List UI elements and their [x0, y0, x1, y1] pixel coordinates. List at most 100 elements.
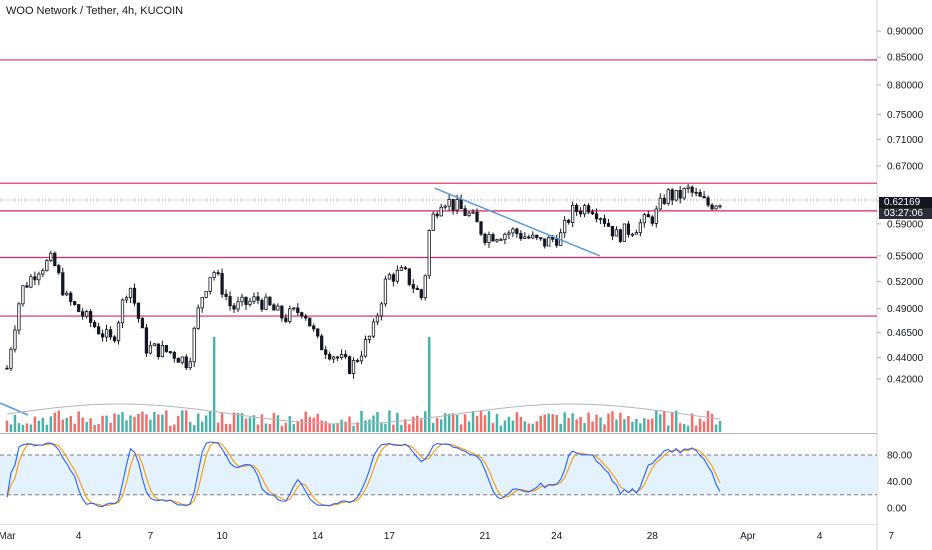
candle-body: [29, 276, 33, 288]
candle-body: [228, 296, 232, 307]
candle-body: [140, 318, 145, 329]
volume-bar: [248, 417, 252, 432]
candle-body: [535, 234, 539, 239]
time-tick-label: Mar: [0, 531, 16, 542]
volume-bar: [567, 417, 570, 432]
volume-bar: [328, 424, 331, 432]
volume-bar: [587, 412, 590, 432]
volume-bar: [384, 423, 387, 432]
volume-bar: [455, 414, 459, 432]
candle-body: [343, 354, 348, 358]
candle-body: [574, 204, 579, 212]
candle-body: [487, 234, 491, 244]
candle-body: [53, 252, 57, 267]
candle-body: [339, 354, 344, 359]
candle-body: [411, 284, 415, 289]
candle-body: [148, 345, 153, 354]
volume-bar: [45, 424, 49, 432]
volume-bar: [663, 411, 666, 432]
candle-body: [407, 268, 411, 285]
volume-bar: [232, 412, 236, 432]
volume-bar: [714, 424, 718, 432]
candle-body: [670, 189, 674, 201]
volume-bar: [639, 423, 642, 432]
volume-bar: [571, 413, 574, 432]
candle-body: [347, 356, 352, 374]
time-tick-label: 14: [312, 531, 324, 542]
candle-body: [232, 305, 236, 310]
candle-body: [172, 351, 176, 359]
candle-body: [61, 272, 65, 296]
stoch-tick-label: 80.00: [887, 451, 912, 462]
candle-body: [196, 307, 200, 329]
time-tick-label: 10: [217, 531, 229, 542]
volume-bar: [551, 414, 554, 432]
volume-bar: [332, 424, 335, 432]
volume-bar: [404, 419, 407, 432]
volume-bar: [37, 420, 41, 432]
volume-bar: [5, 420, 9, 432]
stoch-d-line: [6, 441, 721, 507]
candle-body: [483, 233, 487, 244]
volume-bar: [109, 422, 112, 432]
volume-bar: [17, 423, 21, 432]
candle-body: [706, 197, 710, 206]
price-tick-label: 0.59000: [887, 219, 924, 230]
volume-bar: [292, 424, 296, 432]
price-tick-label: 0.55000: [887, 251, 924, 262]
volume-bar: [559, 423, 562, 432]
volume-bar: [65, 417, 68, 432]
candle-body: [73, 301, 77, 305]
volume-bar: [13, 415, 17, 432]
candle-body: [312, 325, 316, 330]
volume-bar: [599, 417, 602, 432]
candle-body: [674, 190, 678, 201]
price-tick-label: 0.80000: [887, 80, 924, 91]
candle-body: [308, 317, 312, 327]
volume-bar: [563, 412, 566, 432]
price-tick-label: 0.90000: [887, 27, 924, 38]
candle-body: [475, 211, 479, 223]
stoch-k-line: [6, 441, 721, 507]
candle-body: [89, 311, 93, 323]
candle-body: [399, 267, 403, 271]
volume-bar: [380, 422, 383, 432]
candle-body: [602, 218, 607, 224]
volume-bar: [487, 411, 491, 432]
volume-bar: [515, 412, 519, 432]
candle-body: [116, 322, 121, 342]
candle-body: [124, 297, 129, 301]
candle-body: [694, 191, 698, 194]
candle-body: [184, 356, 188, 369]
candle-body: [104, 329, 109, 338]
price-tick-label: 0.49000: [887, 304, 924, 315]
candle-body: [351, 360, 356, 374]
time-tick-label: 17: [384, 531, 396, 542]
candle-body: [642, 214, 646, 224]
volume-bar: [579, 416, 582, 432]
volume-bar: [304, 411, 307, 432]
volume-bar: [125, 420, 128, 432]
candle-body: [268, 296, 272, 306]
candle-body: [17, 303, 21, 331]
candle-body: [65, 292, 69, 296]
candle-body: [256, 296, 260, 301]
volume-bar: [161, 414, 164, 432]
candle-body: [547, 236, 551, 247]
volume-bar: [368, 419, 371, 432]
volume-bar: [718, 420, 722, 432]
candle-body: [367, 335, 372, 340]
volume-bar: [121, 412, 124, 432]
volume-bar: [260, 414, 264, 432]
volume-bar: [543, 414, 546, 432]
volume-bar: [392, 424, 395, 432]
volume-bar: [320, 420, 323, 432]
candle-body: [495, 239, 499, 242]
volume-bar: [547, 413, 550, 432]
volume-bar: [308, 417, 311, 432]
volume-bar: [659, 414, 662, 432]
candle-body: [567, 219, 571, 223]
candle-body: [423, 275, 427, 299]
candle-body: [292, 307, 296, 310]
